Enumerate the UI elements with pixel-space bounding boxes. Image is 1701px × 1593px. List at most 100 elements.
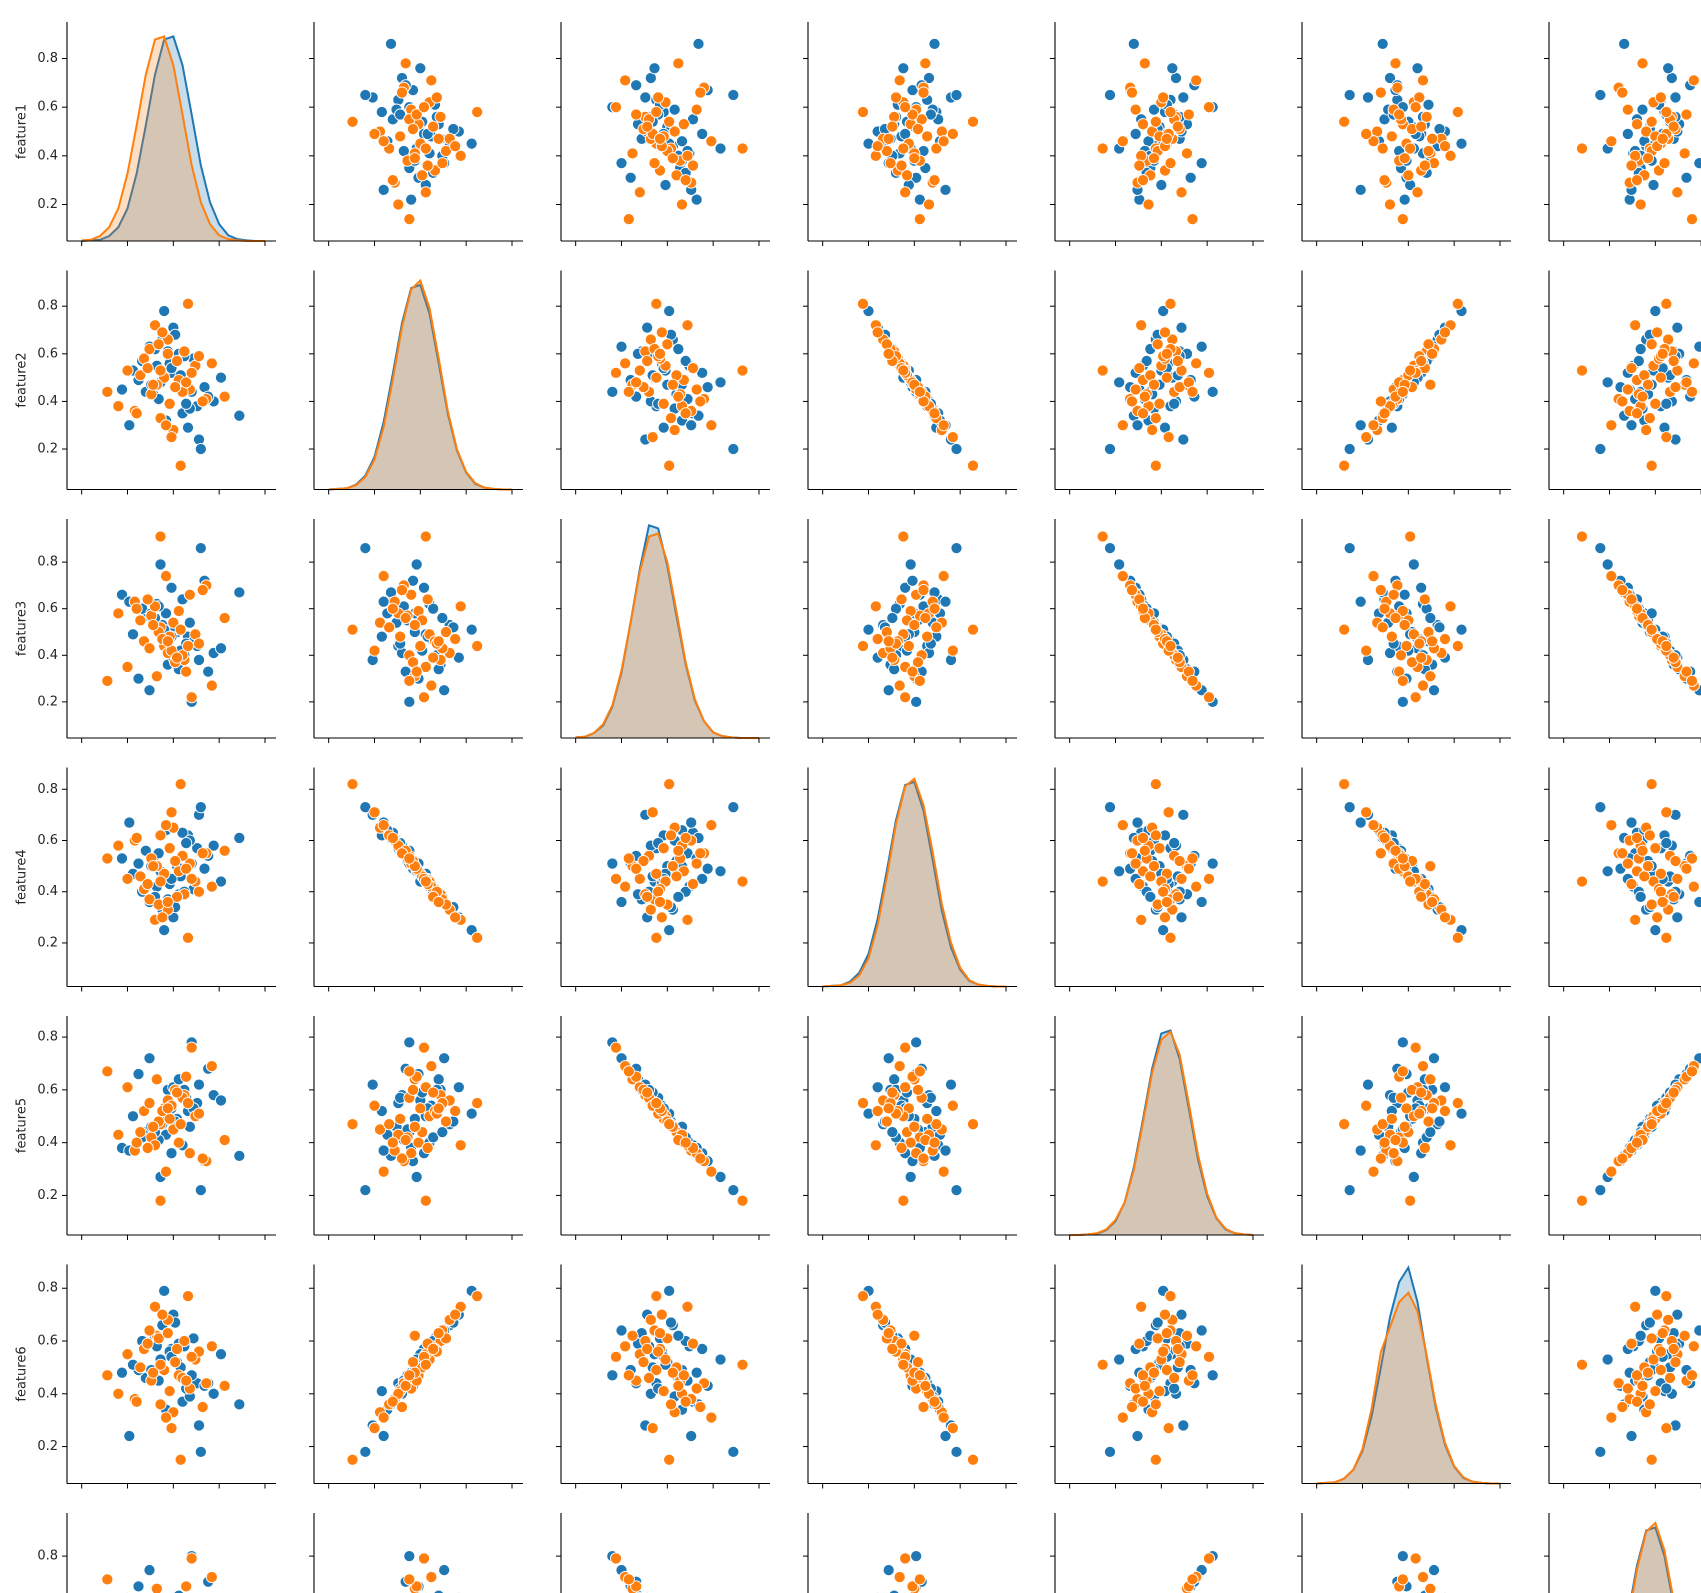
scatter-point <box>1103 801 1117 814</box>
scatter-point <box>937 135 950 148</box>
y-tick-label: 0.4 <box>37 884 58 899</box>
scatter-point <box>886 120 899 133</box>
scatter-point <box>392 198 405 211</box>
scatter-point <box>1660 1382 1673 1395</box>
scatter-point <box>205 679 218 692</box>
scatter-point <box>1625 816 1638 829</box>
scatter-point <box>438 684 451 697</box>
scatter-point <box>198 862 211 875</box>
scatter-point <box>626 1329 639 1342</box>
scatter-point <box>913 674 926 687</box>
scatter-point <box>1103 442 1117 456</box>
scatter-point <box>159 819 173 832</box>
scatter-point <box>403 852 416 865</box>
scatter-point <box>383 621 396 634</box>
scatter-point <box>1404 875 1417 888</box>
scatter-point <box>165 581 178 594</box>
scatter-point <box>1361 91 1375 104</box>
scatter-point <box>148 319 162 332</box>
scatter-point <box>615 157 628 170</box>
scatter-point <box>1660 1422 1673 1435</box>
scatter-point <box>882 635 895 648</box>
scatter-point <box>161 1327 174 1340</box>
scatter-point <box>1354 419 1367 432</box>
y-tick-label: 0.2 <box>37 935 58 950</box>
scatter-panel: 0.2 0.4 0.6 0.8 feature5 <box>15 1016 276 1240</box>
scatter-panel: 0.2 0.4 0.6 0.8 feature4 <box>15 767 276 992</box>
scatter-point <box>1418 877 1431 891</box>
scatter-point <box>1133 362 1146 375</box>
scatter-point <box>1202 691 1216 704</box>
scatter-point <box>1636 844 1649 857</box>
scatter-point <box>1687 880 1700 893</box>
scatter-point <box>126 628 140 641</box>
scatter-point <box>1656 895 1669 909</box>
scatter-point <box>633 364 646 377</box>
scatter-point <box>1623 193 1636 206</box>
scatter-point <box>1404 142 1417 155</box>
scatter-panel <box>803 270 1017 495</box>
scatter-point <box>966 1453 980 1466</box>
scatter-point <box>1378 602 1391 615</box>
y-tick-label: 0.2 <box>37 1439 58 1454</box>
scatter-point <box>888 110 901 123</box>
scatter-point <box>685 816 698 829</box>
scatter-point <box>399 1379 412 1392</box>
y-tick-label: 0.4 <box>37 1386 58 1401</box>
scatter-point <box>1360 806 1373 819</box>
scatter-point <box>1116 135 1129 148</box>
scatter-point <box>174 1453 187 1466</box>
scatter-point <box>659 1353 672 1366</box>
scatter-point <box>642 1371 656 1385</box>
scatter-point <box>1158 326 1172 339</box>
scatter-point <box>1396 695 1409 708</box>
scatter-point <box>609 1041 623 1054</box>
scatter-point <box>882 684 895 697</box>
scatter-point <box>408 1329 421 1342</box>
scatter-point <box>657 1385 670 1398</box>
scatter-point <box>1654 867 1667 880</box>
scatter-point <box>1671 872 1684 885</box>
scatter-point <box>1374 847 1387 860</box>
scatter-point <box>871 1308 884 1321</box>
scatter-panel <box>1544 767 1701 992</box>
scatter-panel <box>1050 767 1264 992</box>
scatter-point <box>465 137 478 150</box>
scatter-point <box>1621 103 1634 116</box>
scatter-point <box>663 1118 676 1131</box>
scatter-point <box>928 602 941 615</box>
scatter-point <box>181 297 195 310</box>
scatter-point <box>871 1104 884 1118</box>
scatter-point <box>377 135 390 148</box>
scatter-point <box>1175 321 1188 334</box>
scatter-point <box>908 152 921 165</box>
scatter-point <box>1575 142 1589 155</box>
scatter-point <box>714 1170 727 1183</box>
y-tick-label: 0.6 <box>37 601 58 616</box>
scatter-point <box>1149 623 1162 636</box>
scatter-point <box>1338 623 1351 636</box>
scatter-point <box>670 870 683 883</box>
scatter-point <box>899 186 912 199</box>
scatter-point <box>1396 213 1409 226</box>
scatter-point <box>1418 593 1431 606</box>
scatter-point <box>1575 530 1589 543</box>
scatter-point <box>1160 895 1173 909</box>
scatter-point <box>1151 1316 1164 1329</box>
scatter-point <box>438 1564 451 1577</box>
scatter-point <box>147 860 160 873</box>
scatter-point <box>1645 1118 1658 1131</box>
scatter-point <box>180 837 193 850</box>
scatter-point <box>696 127 709 140</box>
scatter-point <box>1103 542 1117 555</box>
scatter-point <box>886 1086 899 1099</box>
scatter-point <box>1343 801 1356 814</box>
scatter-point <box>1654 885 1667 898</box>
scatter-panel <box>1050 1264 1264 1489</box>
scatter-panel <box>803 1016 1017 1240</box>
scatter-point <box>694 395 707 408</box>
scatter-point <box>690 103 703 116</box>
scatter-point <box>902 639 915 653</box>
scatter-point <box>1162 1422 1175 1435</box>
